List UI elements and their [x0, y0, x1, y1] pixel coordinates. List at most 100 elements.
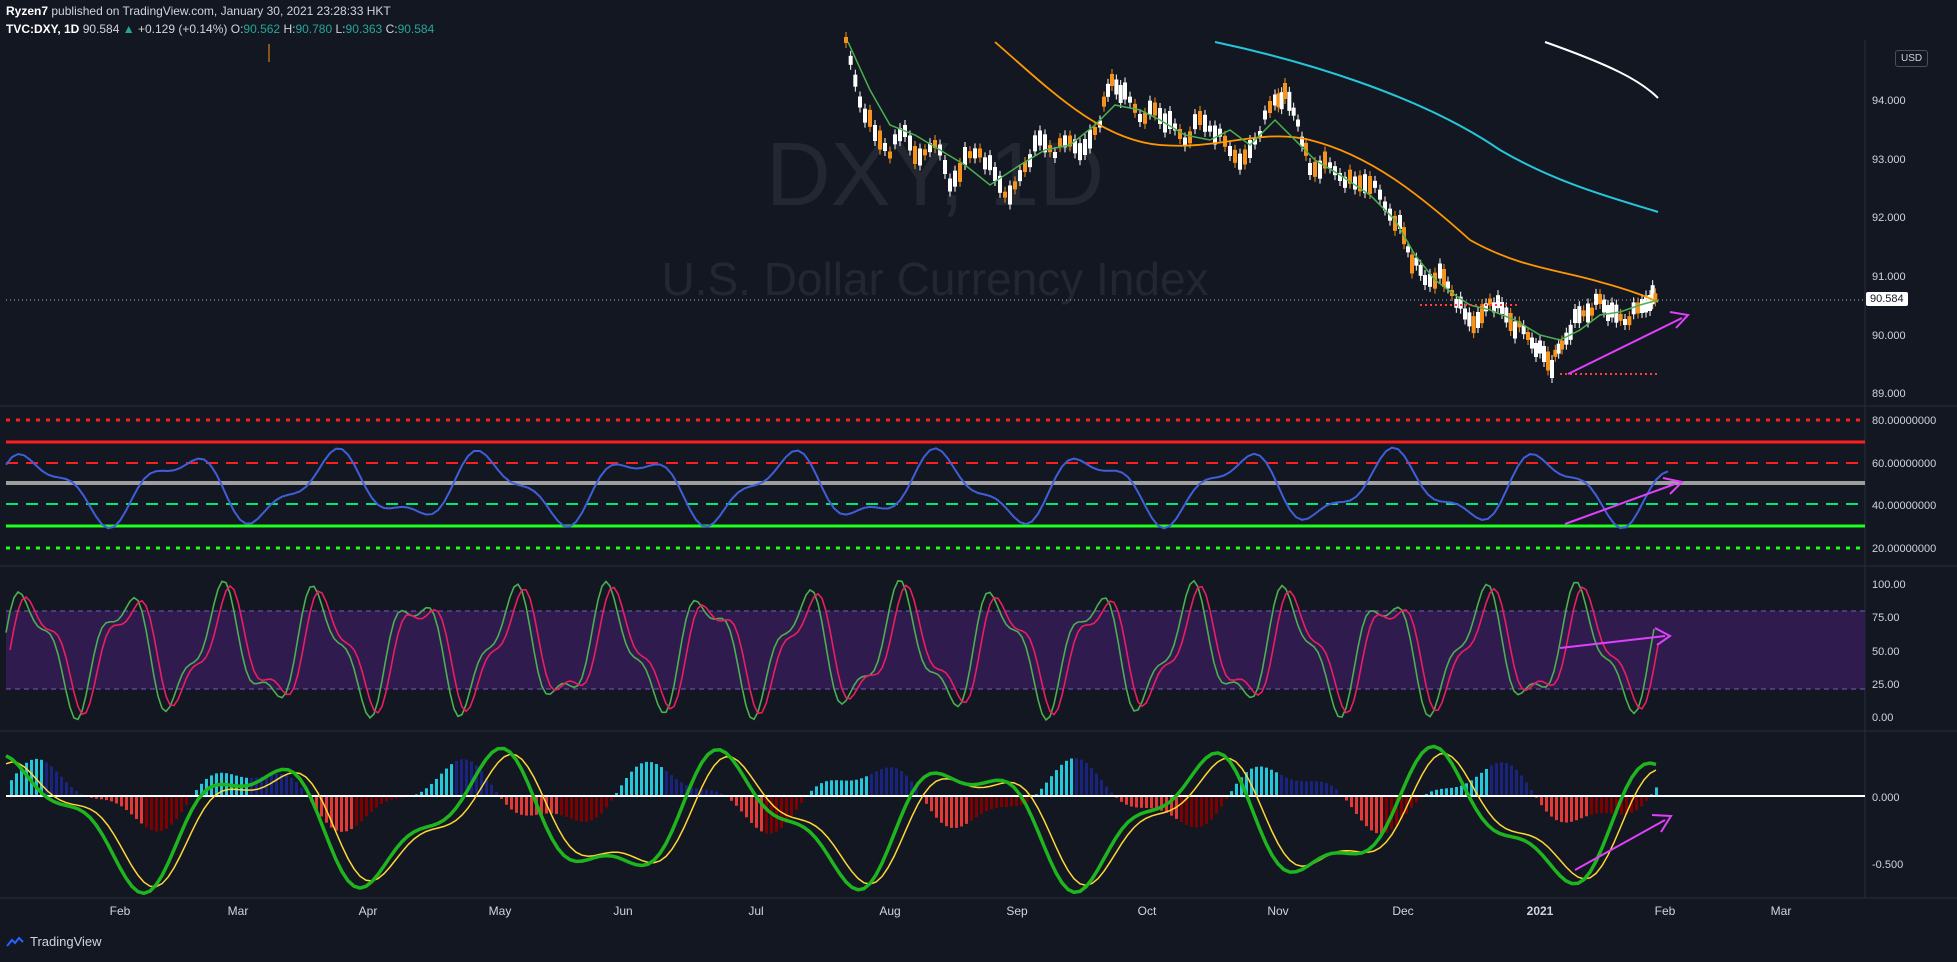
candle-body — [1083, 139, 1087, 155]
rsi-pane — [5, 418, 1865, 550]
candle-body — [1500, 302, 1504, 314]
macd-hist-bar — [1510, 765, 1513, 796]
candle-body — [1088, 129, 1092, 149]
macd-hist-bar — [1200, 796, 1203, 827]
candle-body — [1378, 189, 1382, 200]
macd-hist-bar — [710, 790, 713, 796]
currency-badge[interactable]: USD — [1895, 50, 1929, 67]
candle-body — [1618, 313, 1623, 321]
publisher-name[interactable]: Ryzen7 — [6, 4, 49, 18]
pane-borders — [0, 40, 1957, 899]
candle-body — [1594, 293, 1598, 305]
macd-hist-bar — [640, 763, 643, 796]
macd-hist-bar — [930, 796, 933, 812]
candle-body — [1023, 162, 1027, 172]
macd-hist-bar — [625, 778, 628, 796]
candle-body — [1043, 134, 1047, 153]
candle-body — [873, 125, 877, 141]
candle-body — [1623, 319, 1627, 325]
candle-body — [1158, 108, 1162, 124]
macd-hist-bar — [650, 762, 653, 796]
macd-hist-bar — [320, 796, 323, 817]
macd-hist-bar — [1635, 796, 1638, 811]
candle-body — [1650, 285, 1655, 305]
candle-body — [1423, 275, 1427, 285]
candle-body — [1463, 308, 1467, 320]
candle-body — [1328, 162, 1332, 169]
macd-hist-bar — [580, 796, 583, 822]
stoch-tick-label: 25.00 — [1872, 679, 1900, 691]
candle-body — [1263, 110, 1267, 120]
macd-hist-bar — [250, 778, 253, 796]
macd-hist-bar — [1170, 796, 1173, 816]
macd-hist-bar — [1490, 765, 1493, 796]
tradingview-footer[interactable]: TradingView — [6, 934, 102, 949]
macd-hist-bar — [35, 758, 38, 796]
macd-hist-bar — [665, 770, 668, 796]
candle-body — [908, 135, 912, 151]
macd-hist-bar — [940, 796, 943, 823]
candle-body — [1291, 107, 1296, 116]
macd-hist-bar — [360, 796, 363, 822]
macd-hist-bar — [1320, 781, 1323, 796]
macd-hist-bar — [1615, 796, 1618, 815]
macd-hist-bar — [490, 784, 493, 796]
candle-body — [1248, 140, 1252, 158]
candle-body — [1183, 137, 1187, 147]
candle-body — [1484, 303, 1488, 312]
macd-hist-bar — [1040, 788, 1043, 796]
candle-body — [1238, 153, 1242, 170]
macd-hist-bar — [785, 796, 788, 823]
macd-hist-bar — [1090, 767, 1093, 796]
macd-hist-bar — [1290, 779, 1293, 796]
macd-hist-bar — [280, 773, 283, 796]
candle-body — [1568, 324, 1573, 340]
macd-hist-bar — [390, 796, 393, 800]
macd-hist-bar — [840, 780, 843, 796]
time-tick-label: Nov — [1267, 904, 1288, 918]
macd-hist-bar — [605, 796, 608, 808]
candle-body — [1610, 302, 1614, 318]
candle-body — [1526, 332, 1530, 340]
macd-hist-bar — [1095, 773, 1098, 796]
rsi-tick-label: 60.00000000 — [1872, 458, 1936, 470]
macd-hist-bar — [1575, 796, 1578, 821]
candle-body — [883, 143, 887, 151]
candle-body — [1476, 312, 1480, 328]
symbol-name[interactable]: TVC:DXY, 1D — [6, 22, 80, 36]
macd-hist-bar — [660, 767, 663, 796]
candle-body — [1308, 163, 1312, 175]
candle-body — [953, 170, 957, 187]
candle-body — [1602, 299, 1606, 313]
symbol-legend: TVC:DXY, 1D 90.584 ▲ +0.129 (+0.14%) O:9… — [6, 22, 434, 36]
macd-hist-bar — [860, 778, 863, 796]
stoch-band — [6, 611, 1865, 689]
candle-body — [1538, 340, 1542, 354]
candle-body — [1008, 185, 1012, 205]
candle-body — [1614, 304, 1619, 323]
macd-hist-bar — [460, 759, 463, 796]
candle-body — [1228, 146, 1232, 156]
macd-hist-bar — [600, 796, 603, 814]
candle-body — [1063, 135, 1067, 148]
ma-mid-line — [994, 41, 1659, 303]
macd-signal-line — [5, 752, 1657, 888]
candle-body — [1530, 337, 1534, 349]
time-tick-label: Feb — [1655, 904, 1676, 918]
candle-body — [848, 55, 853, 65]
macd-hist-bar — [95, 796, 98, 799]
candle-body — [1233, 149, 1237, 163]
candle-body — [1098, 120, 1102, 128]
candle-body — [963, 147, 967, 165]
macd-hist-bar — [1315, 781, 1318, 796]
candle-body — [983, 157, 987, 170]
macd-hist-bar — [595, 796, 598, 818]
candle-body — [968, 151, 972, 159]
macd-hist-bar — [1540, 796, 1543, 806]
price-tick-label: 92.000 — [1872, 212, 1906, 224]
close-value: 90.584 — [397, 22, 435, 36]
macd-hist-bar — [995, 796, 998, 808]
macd-hist-bar — [655, 763, 658, 796]
candle-body — [1143, 112, 1147, 124]
macd-hist-bar — [885, 767, 888, 796]
